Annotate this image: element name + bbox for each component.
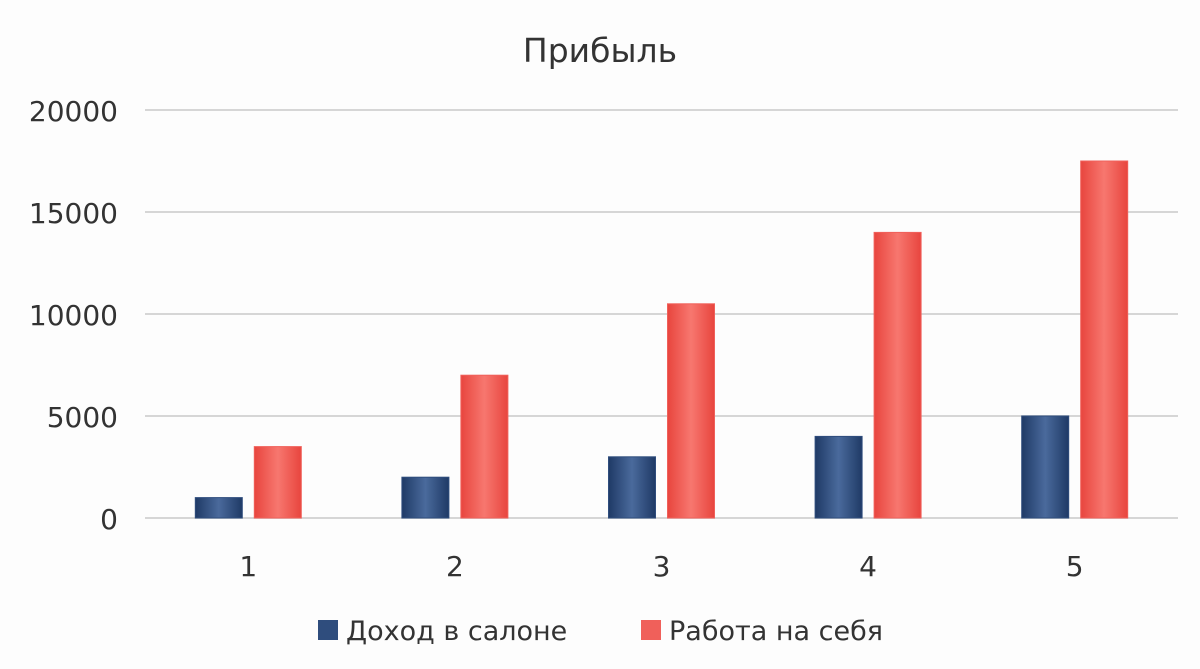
legend-label: Доход в салоне (346, 616, 567, 647)
x-tick-label: 5 (1066, 550, 1084, 583)
x-axis-ticks: 1 2 3 4 5 (239, 550, 1083, 583)
y-tick-label: 20000 (29, 95, 118, 128)
bar-series-2-category-1 (253, 446, 302, 519)
bar-series-2-category-2 (460, 374, 509, 519)
bar-series-1-category-1 (194, 497, 243, 519)
x-tick-label: 3 (653, 550, 671, 583)
bar-series-1-category-3 (608, 456, 656, 519)
y-tick-label: 15000 (29, 197, 118, 230)
x-tick-label: 4 (859, 550, 877, 583)
x-tick-label: 2 (446, 550, 464, 583)
gridlines (145, 109, 1178, 519)
bar-series-2-category-5 (1080, 160, 1129, 519)
x-tick-label: 1 (239, 550, 257, 583)
bar-series-2-category-3 (667, 303, 715, 519)
bar-series-1-category-4 (814, 435, 863, 519)
y-axis-ticks: 0 5000 10000 15000 20000 (29, 95, 118, 536)
legend-label: Работа на себя (669, 616, 883, 647)
y-tick-label: 10000 (29, 299, 118, 332)
bars (194, 160, 1129, 519)
legend-item-series-1: Доход в салоне (318, 616, 567, 647)
legend-swatch (318, 620, 338, 640)
legend-swatch (641, 620, 661, 640)
bar-series-1-category-5 (1021, 415, 1070, 519)
bar-series-2-category-4 (873, 231, 922, 519)
legend-item-series-2: Работа на себя (641, 616, 883, 647)
y-tick-label: 0 (100, 503, 118, 536)
chart-title: Прибыль (523, 31, 677, 70)
legend: Доход в салоне Работа на себя (318, 616, 883, 647)
bar-series-1-category-2 (401, 476, 450, 519)
y-tick-label: 5000 (47, 401, 118, 434)
